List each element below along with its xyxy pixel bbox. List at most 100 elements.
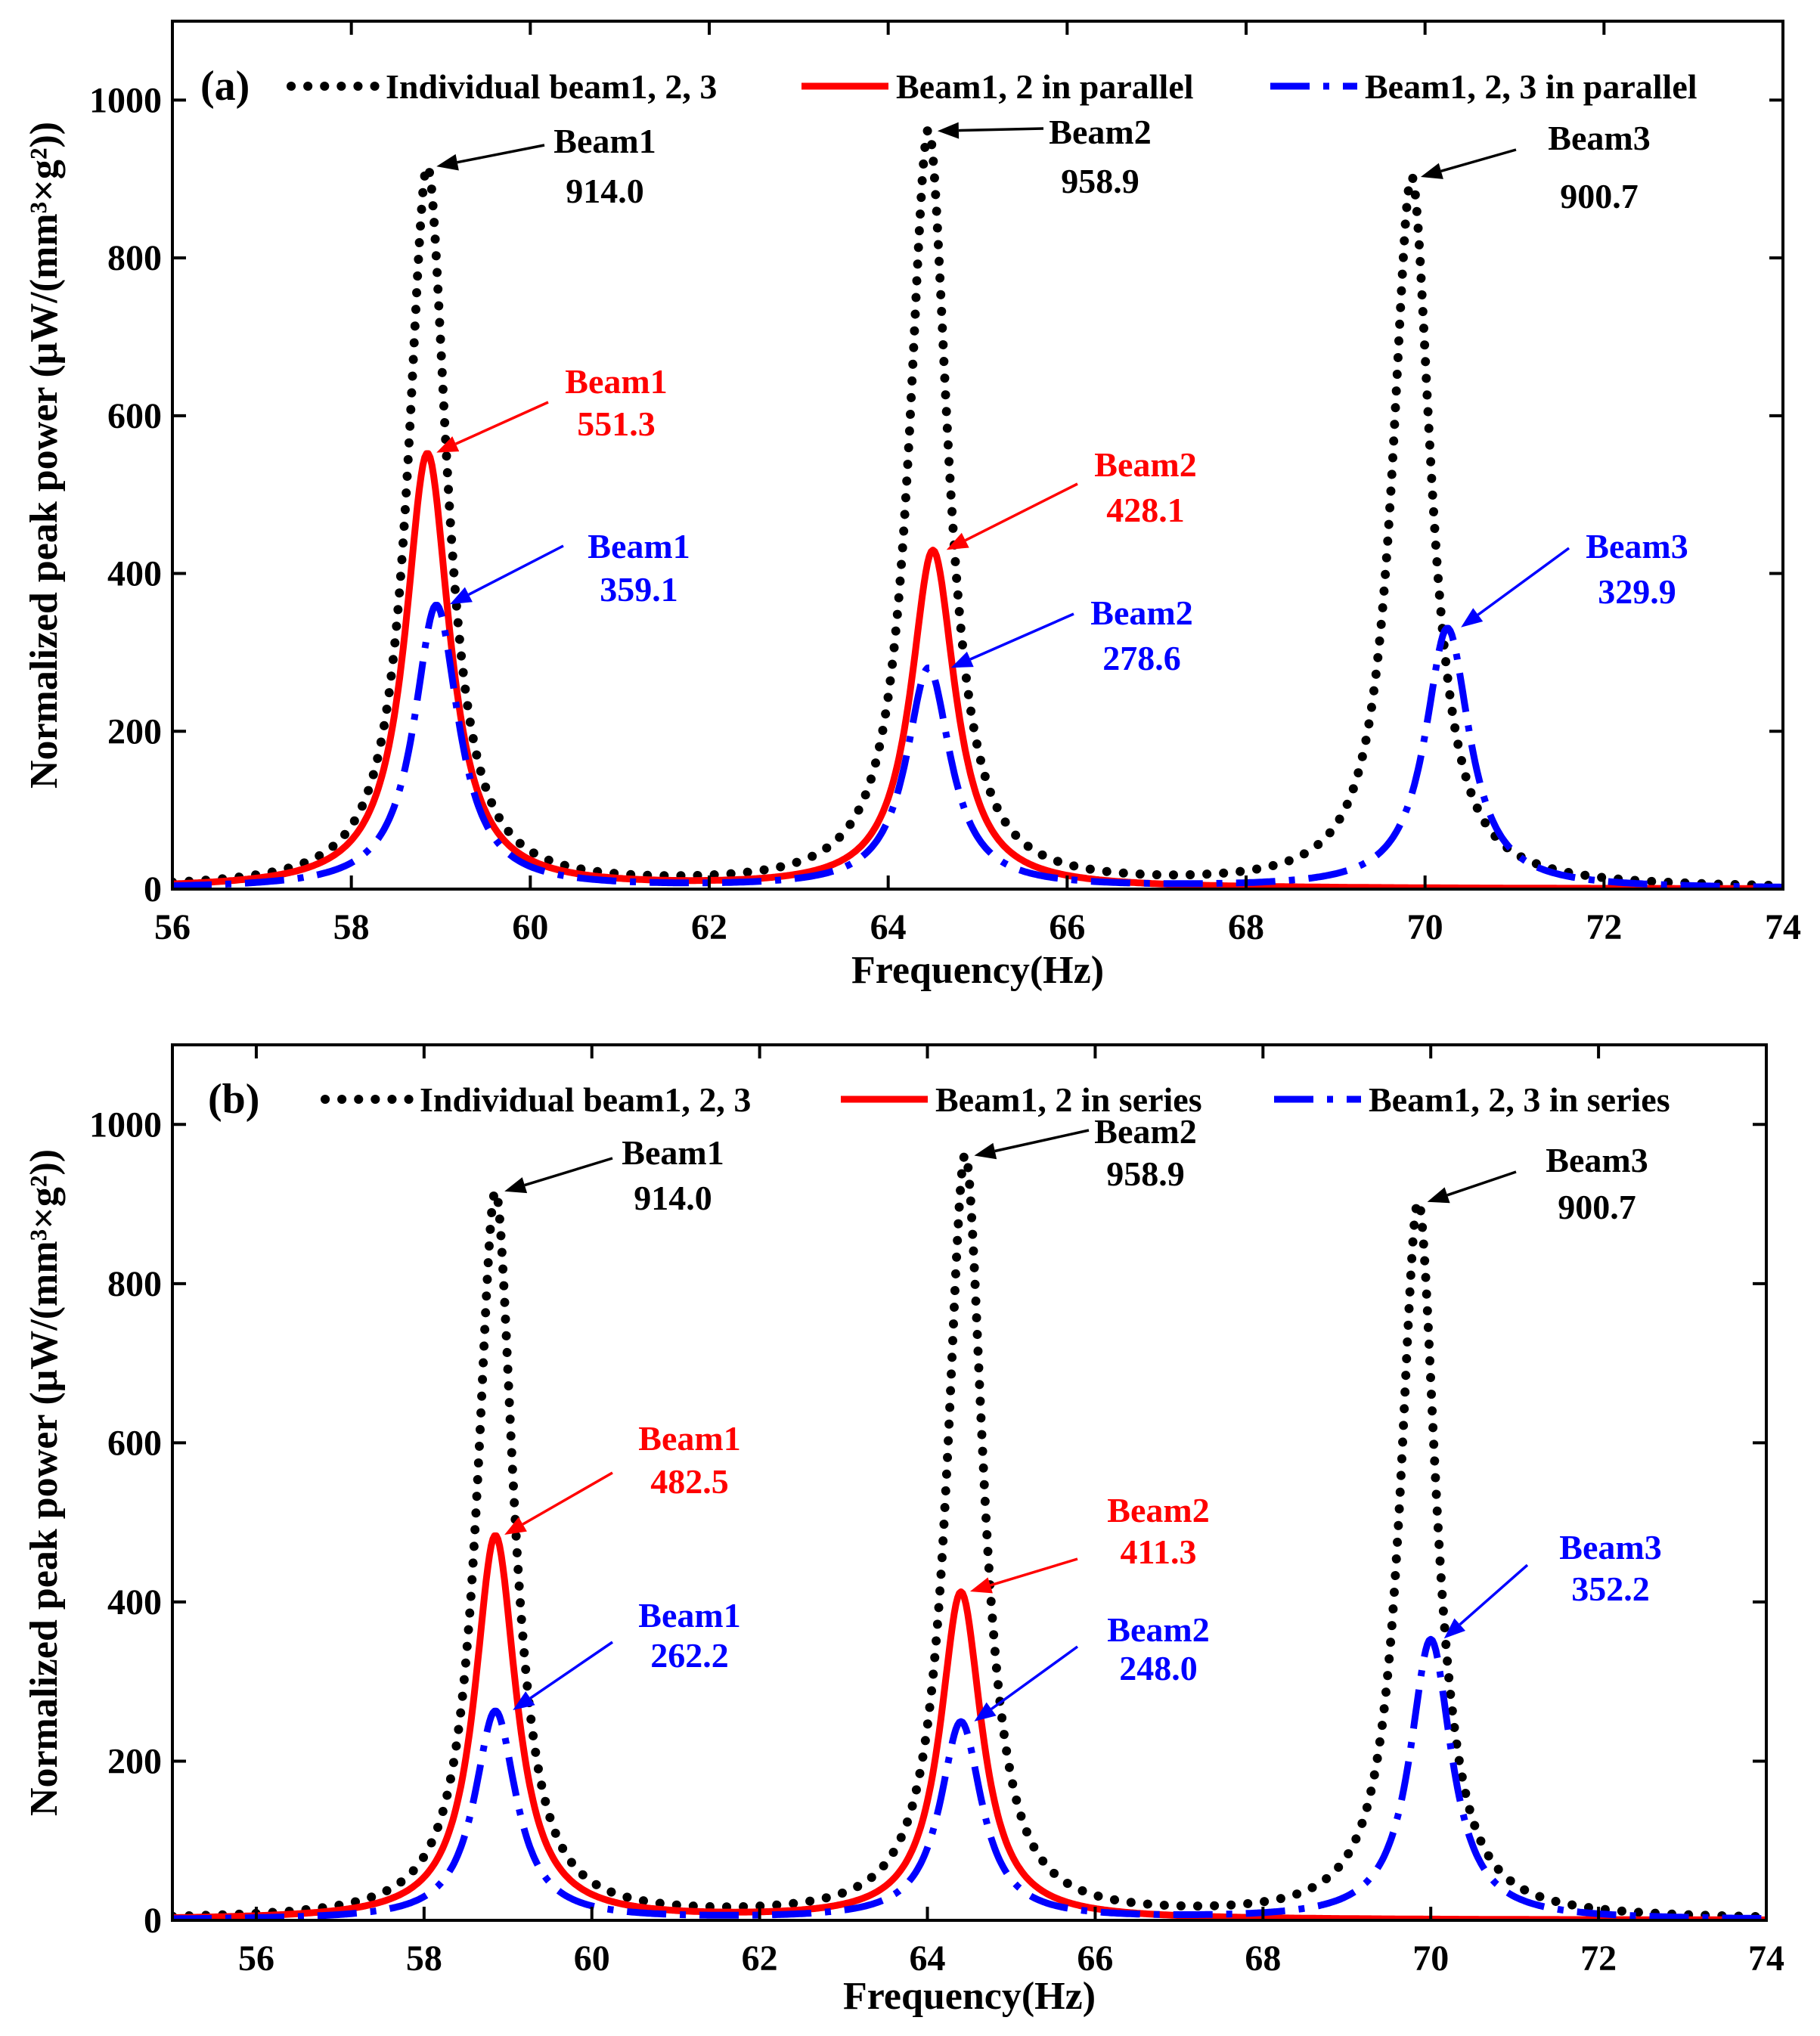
annotation-label: Beam2: [1107, 1610, 1209, 1649]
y-tick-label: 200: [107, 1741, 162, 1781]
x-tick-label: 74: [1748, 1938, 1784, 1979]
annotations: Beam1914.0Beam2958.9Beam3900.7Beam1551.3…: [436, 113, 1688, 677]
x-tick-label: 70: [1412, 1938, 1449, 1979]
annotation-arrowhead: [504, 1177, 528, 1194]
annotation-value: 262.2: [650, 1636, 729, 1675]
panel-label: (a): [200, 63, 250, 110]
annotation-label: Beam1: [638, 1596, 740, 1635]
annotation-label: Beam3: [1586, 527, 1688, 566]
legend-label-2: Beam1, 2 in parallel: [896, 67, 1194, 106]
annotation-value: 278.6: [1102, 639, 1181, 677]
x-tick-label: 60: [574, 1938, 610, 1979]
legend-label-1: Individual beam1, 2, 3: [386, 67, 717, 106]
annotation-arrowhead: [436, 436, 460, 453]
annotation-value: 352.2: [1571, 1570, 1650, 1608]
annotation-arrowhead: [969, 1577, 993, 1594]
annotation-arrowhead: [1461, 608, 1484, 628]
x-tick-label: 58: [333, 907, 370, 947]
axes-frame: [171, 20, 1784, 891]
annotation-arrowhead: [974, 1142, 997, 1160]
annotation-arrow: [991, 1645, 1079, 1710]
y-tick-label: 0: [144, 869, 162, 910]
legend-label-2: Beam1, 2 in series: [935, 1080, 1202, 1119]
annotation-arrowhead: [513, 1691, 535, 1710]
x-tick-label: 70: [1407, 907, 1443, 947]
annotation-label: Beam2: [1107, 1491, 1209, 1529]
panel-a: 56 58 60 62 64 66 68 70 72 74 0 200 400 600 800 1000 Fre…: [23, 20, 1801, 992]
annotation-label: Beam3: [1559, 1528, 1661, 1567]
y-axis-title: Normalized peak power (μW/(mm³×g²)): [23, 122, 66, 789]
x-tick-label: 58: [406, 1938, 442, 1979]
y-tick-label: 0: [144, 1901, 162, 1941]
legend: Individual beam1, 2, 3 Beam1, 2 in parall…: [287, 67, 1698, 106]
plot-area: [172, 126, 1783, 889]
y-tick-label: 200: [107, 711, 162, 751]
annotation-arrowhead: [946, 532, 969, 550]
annotation-value: 428.1: [1106, 491, 1185, 529]
legend: Individual beam1, 2, 3 Beam1, 2 in series…: [321, 1080, 1670, 1119]
annotation-arrowhead: [504, 1517, 527, 1536]
x-tick-label: 66: [1049, 907, 1085, 947]
annotation-value: 958.9: [1061, 162, 1139, 200]
annotation-arrow: [1459, 1563, 1529, 1626]
x-tick-label: 62: [691, 907, 727, 947]
annotation-arrow: [994, 1129, 1090, 1153]
annotation-value: 329.9: [1598, 572, 1676, 611]
annotation-label: Beam2: [1094, 1112, 1196, 1151]
annotation-arrowhead: [937, 122, 960, 139]
annotation-arrow: [958, 127, 1044, 132]
axes-frame: [171, 1043, 1768, 1922]
annotation-label: Beam1: [622, 1133, 724, 1172]
series-line-3: [172, 602, 1783, 889]
annotation-value: 900.7: [1558, 1188, 1636, 1226]
legend-label-3: Beam1, 2, 3 in series: [1369, 1080, 1670, 1119]
x-tick-label: 60: [512, 907, 548, 947]
annotation-arrow: [529, 1641, 613, 1700]
x-tick-label: 56: [238, 1938, 274, 1979]
annotation-value: 914.0: [634, 1179, 712, 1217]
annotation-label: Beam2: [1049, 113, 1151, 151]
series-line-1: [172, 1150, 1766, 1920]
panel-b: 56 58 60 62 64 66 68 70 72 74 0 200 400 600 800 1000 Fre…: [23, 1043, 1784, 2018]
annotation-label: Beam1: [638, 1419, 740, 1458]
x-tick-label: 72: [1580, 1938, 1617, 1979]
y-tick-label: 800: [107, 1264, 162, 1304]
y-tick-label: 600: [107, 1423, 162, 1463]
annotation-arrowhead: [1443, 1618, 1466, 1639]
annotation-label: Beam1: [553, 122, 656, 160]
y-tick-label: 600: [107, 396, 162, 436]
y-tick-label: 400: [107, 554, 162, 594]
annotation-label: Beam3: [1548, 119, 1650, 157]
x-tick-label: 64: [910, 1938, 946, 1979]
x-tick-label: 62: [742, 1938, 778, 1979]
series-line-3: [172, 1635, 1766, 1920]
annotation-value: 248.0: [1119, 1649, 1198, 1687]
y-tick-label: 1000: [89, 1105, 162, 1145]
annotation-arrow: [1477, 547, 1570, 616]
annotation-arrowhead: [1420, 163, 1443, 179]
annotation-value: 551.3: [577, 404, 656, 443]
y-axis-title: Normalized peak power (μW/(mm³×g²)): [23, 1149, 66, 1816]
annotation-arrow: [990, 1557, 1078, 1587]
annotation-arrow: [524, 1157, 613, 1187]
annotation-arrowhead: [1427, 1187, 1450, 1204]
annotation-label: Beam1: [565, 362, 667, 401]
annotation-arrow: [468, 544, 564, 596]
annotation-arrow: [457, 144, 545, 164]
annotation-arrow: [522, 1471, 613, 1526]
annotation-value: 482.5: [650, 1462, 729, 1501]
x-tick-label: 74: [1765, 907, 1801, 947]
annotation-label: Beam3: [1546, 1141, 1648, 1179]
legend-label-1: Individual beam1, 2, 3: [420, 1080, 751, 1119]
annotation-arrowhead: [950, 651, 974, 668]
series-line-1: [172, 126, 1783, 889]
plot-area: [172, 1150, 1766, 1920]
annotation-arrow: [964, 482, 1078, 542]
series-line-2: [172, 450, 1783, 889]
annotation-label: Beam2: [1094, 445, 1196, 484]
annotation-arrowhead: [450, 587, 473, 605]
y-tick-label: 1000: [89, 80, 162, 120]
annotation-arrow: [1440, 148, 1517, 172]
